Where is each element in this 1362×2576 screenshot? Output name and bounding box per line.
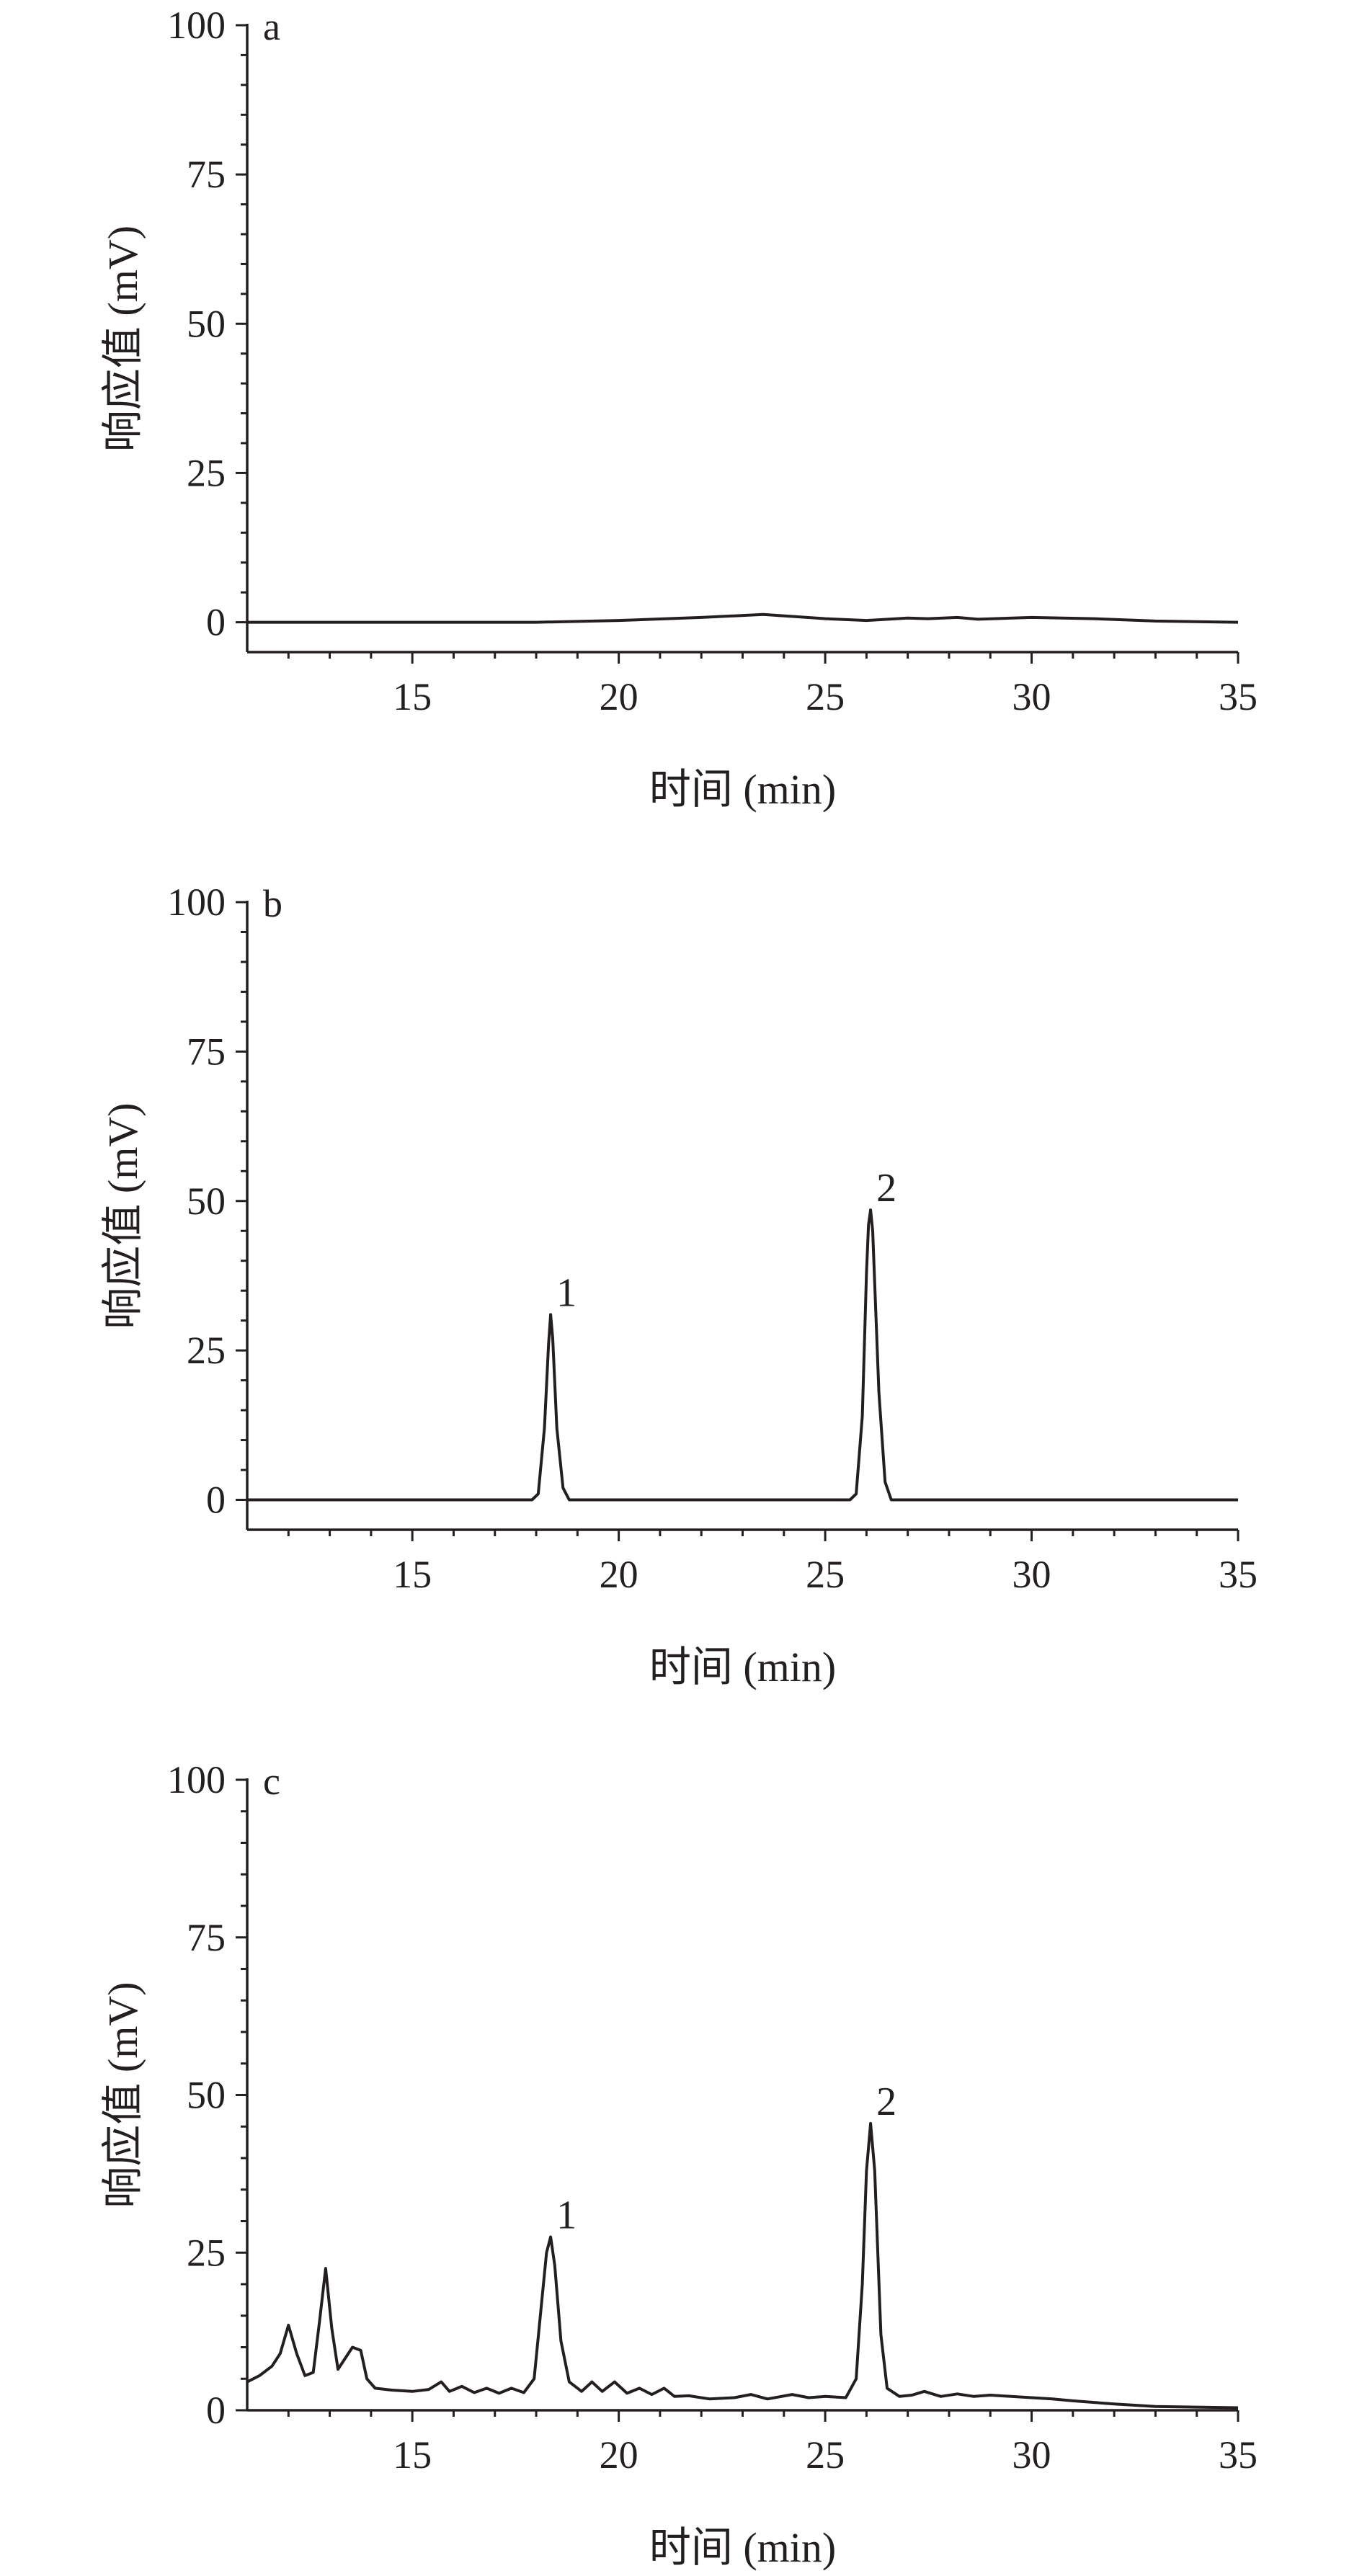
panel-c: 0 25 50 75 100 15 20 25 30 35 c 响应值 (mV) 时间 (min)… [99,1758,1258,2571]
panel-a-y-tick-label: 100 [167,4,226,47]
panel-a-x-tick-label: 20 [600,675,638,718]
panel-c-x-tick-label: 15 [393,2433,432,2477]
panel-a-x-tick-label: 15 [393,675,432,718]
panel-b: 0 25 50 75 100 15 20 25 30 35 b 响应值 (mV) 时间 (min)… [99,881,1258,1690]
panel-a-y-tick-label: 25 [187,451,226,494]
panel-b-y-tick-label: 75 [187,1030,226,1073]
panel-b-x-tick-label: 25 [806,1553,845,1596]
panel-b-ticks [236,901,1239,1541]
panel-b-y-tick-label: 0 [206,1479,226,1522]
panel-c-y-tick-label: 50 [187,2074,226,2117]
panel-b-x-axis-title: 时间 (min) [649,1644,836,1690]
panel-c-y-tick-label: 75 [187,1916,226,1959]
panel-a-axes [246,24,1238,654]
panel-a-x-axis-title: 时间 (min) [649,766,836,813]
panel-b-peak-label-1: 1 [556,1270,577,1315]
panel-b-y-tick-label: 50 [187,1180,226,1223]
panel-c-y-tick-label: 25 [187,2231,226,2274]
panel-a-tick-labels: 0 25 50 75 100 15 20 25 30 35 [167,4,1258,718]
panel-a-letter: a [263,5,280,48]
panel-a-trace [247,612,1239,624]
panel-b-x-tick-label: 15 [393,1553,432,1596]
panel-c-ticks [236,1778,1239,2422]
panel-a-y-tick-label: 50 [187,302,226,345]
panel-c-x-tick-label: 20 [600,2433,638,2477]
panel-c-y-tick-label: 100 [167,1758,226,1801]
panel-a: 0 25 50 75 100 15 20 25 30 35 a 响应值 (mV) 时间 (min) [99,4,1258,813]
panel-c-y-axis-title: 响应值 (mV) [99,1982,146,2208]
panel-b-y-tick-label: 100 [167,881,226,924]
panel-b-letter: b [263,882,282,925]
panel-b-x-tick-label: 20 [600,1553,638,1596]
panel-c-x-axis-title: 时间 (min) [649,2524,836,2571]
panel-b-peak-label-2: 2 [876,1166,896,1211]
panel-a-y-axis-title: 响应值 (mV) [99,226,146,452]
panel-c-tick-labels: 0 25 50 75 100 15 20 25 30 35 [167,1758,1258,2477]
panel-c-x-tick-label: 25 [806,2433,845,2477]
panel-a-x-tick-label: 35 [1219,675,1258,718]
panel-b-tick-labels: 0 25 50 75 100 15 20 25 30 35 [167,881,1258,1596]
panel-b-trace [247,1208,1238,1502]
panel-b-x-tick-label: 30 [1012,1553,1051,1596]
panel-c-trace [246,2121,1239,2410]
panel-a-x-tick-label: 30 [1012,675,1051,718]
panel-a-y-tick-label: 75 [187,153,226,196]
panel-c-x-tick-label: 35 [1219,2433,1258,2477]
panel-b-y-tick-label: 25 [187,1329,226,1372]
panel-c-x-tick-label: 30 [1012,2433,1051,2477]
panel-a-ticks [236,24,1239,664]
panel-c-y-tick-label: 0 [206,2389,226,2432]
panel-c-peak-labels: 12 [556,2080,896,2238]
panel-c-axes [246,1778,1238,2412]
panel-b-axes [246,901,1238,1531]
panel-b-x-tick-label: 35 [1219,1553,1258,1596]
panel-b-peak-labels: 12 [556,1166,896,1315]
panel-a-y-tick-label: 0 [206,601,226,644]
panel-c-peak-label-1: 1 [556,2193,577,2237]
panel-c-peak-label-2: 2 [876,2080,896,2124]
panel-b-y-axis-title: 响应值 (mV) [99,1102,146,1329]
panel-a-x-tick-label: 25 [806,675,845,718]
panel-c-letter: c [263,1760,280,1803]
